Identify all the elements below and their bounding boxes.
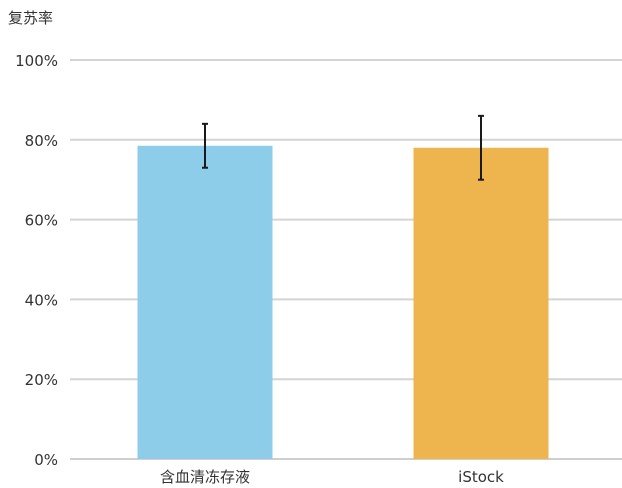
x-tick-label: 含血清冻存液 — [160, 468, 250, 486]
y-tick-label: 40% — [25, 291, 58, 309]
x-tick-label: iStock — [458, 468, 504, 486]
y-axis-label: 复苏率 — [8, 9, 53, 27]
error-bars — [202, 114, 484, 181]
bar-1 — [137, 145, 273, 459]
y-tick-label: 100% — [15, 52, 58, 70]
y-tick-label: 20% — [25, 371, 58, 389]
y-tick-label: 0% — [34, 451, 58, 469]
x-tick-labels: 含血清冻存液 iStock — [160, 468, 504, 486]
bars — [137, 145, 549, 459]
error-bar-1 — [202, 122, 208, 169]
y-tick-label: 80% — [25, 132, 58, 150]
y-tick-labels: 0% 20% 40% 60% 80% 100% — [15, 52, 58, 469]
bar-2 — [413, 147, 549, 459]
y-tick-label: 60% — [25, 212, 58, 230]
error-bar-2 — [478, 114, 484, 181]
